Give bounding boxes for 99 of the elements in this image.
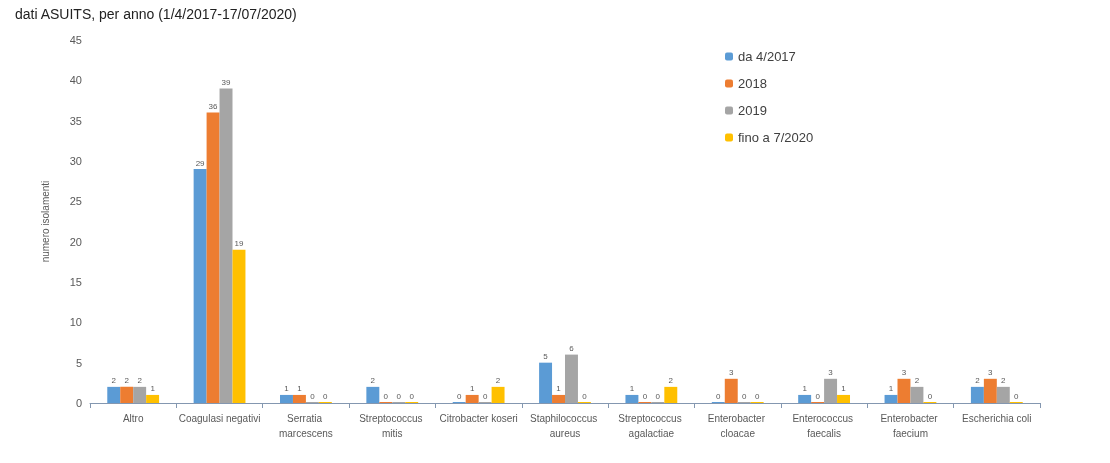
x-tick-label: Citrobacter koseri	[439, 413, 518, 424]
bar	[552, 394, 565, 403]
x-tick-label: Enterococcus faecalis	[792, 413, 856, 439]
x-tick-label: Staphilococcus aureus	[529, 413, 601, 439]
data-label: 2	[370, 376, 376, 386]
y-tick-label: 20	[69, 235, 82, 248]
data-label: 2	[124, 376, 130, 386]
y-tick-label: 0	[75, 397, 82, 409]
data-label: 0	[642, 391, 648, 401]
legend-label: 2018	[738, 76, 767, 91]
bar	[798, 394, 812, 403]
y-tick-label: 5	[75, 356, 82, 369]
y-tick-label: 30	[69, 155, 82, 167]
bar	[232, 249, 246, 403]
bar	[983, 378, 997, 403]
bar	[724, 378, 738, 403]
bar	[292, 394, 306, 403]
data-label: 1	[888, 384, 894, 394]
data-label: 2	[111, 376, 117, 386]
legend-label: fino a 7/2020	[738, 130, 814, 145]
bar	[970, 386, 984, 403]
data-label: 2	[975, 376, 981, 386]
data-label: 1	[297, 384, 303, 394]
data-label: 2	[495, 376, 501, 386]
data-label: 1	[284, 384, 290, 394]
data-label: 2	[668, 376, 674, 386]
data-label: 3	[729, 368, 735, 378]
x-tick-label: Altro	[122, 413, 144, 424]
data-label: 0	[383, 391, 389, 401]
bar	[625, 394, 639, 403]
bar	[824, 378, 838, 403]
bar	[146, 394, 160, 403]
data-label: 1	[556, 384, 562, 394]
bar	[120, 386, 134, 403]
bar	[539, 362, 553, 403]
data-label: 1	[802, 384, 808, 394]
data-label: 19	[234, 239, 244, 249]
bar	[565, 354, 578, 403]
legend-label: 2019	[738, 103, 767, 118]
bar	[107, 386, 121, 403]
bar	[366, 386, 380, 403]
bar	[219, 88, 233, 403]
data-label: 0	[310, 391, 316, 401]
data-label: 0	[741, 391, 747, 401]
legend-label: da 4/2017	[738, 49, 796, 64]
data-label: 0	[456, 391, 462, 401]
data-label: 0	[754, 391, 760, 401]
data-label: 0	[655, 391, 661, 401]
bar	[884, 394, 898, 403]
data-label: 3	[828, 368, 834, 378]
bar	[491, 386, 505, 403]
data-label: 29	[195, 158, 206, 168]
data-label: 3	[901, 368, 907, 378]
bar	[837, 394, 850, 403]
data-label: 1	[150, 384, 156, 394]
x-tick-label: Enterobacter cloacae	[707, 413, 768, 439]
y-tick-label: 35	[69, 114, 82, 127]
y-tick-label: 15	[69, 276, 82, 288]
bar	[897, 378, 911, 403]
data-label: 0	[409, 391, 415, 401]
y-tick-label: 10	[69, 316, 82, 329]
data-label: 6	[569, 344, 575, 354]
bar	[664, 386, 678, 403]
y-tick-label: 40	[69, 74, 82, 87]
x-tick-label: Serratia marcescens	[278, 413, 333, 439]
chart-title: dati ASUITS, per anno (1/4/2017-17/07/2020)	[15, 6, 297, 22]
data-label: 2	[1001, 376, 1007, 386]
data-label: 1	[469, 384, 475, 394]
y-tick-label: 25	[69, 195, 82, 208]
bar	[910, 386, 924, 403]
data-label: 2	[137, 376, 143, 386]
data-label: 0	[716, 391, 722, 401]
data-label: 0	[1014, 391, 1020, 401]
data-label: 36	[208, 102, 219, 112]
data-label: 0	[927, 391, 933, 401]
bar	[996, 386, 1010, 403]
x-tick-label: Streptococcus agalactiae	[618, 413, 685, 439]
data-label: 2	[914, 376, 920, 386]
bar	[206, 112, 220, 403]
bar	[280, 394, 293, 403]
bar	[193, 169, 207, 403]
data-label: 5	[543, 352, 549, 362]
data-label: 39	[221, 77, 232, 87]
bar	[465, 394, 479, 403]
data-label: 1	[629, 384, 635, 394]
y-tick-label: 45	[69, 34, 82, 46]
data-label: 0	[582, 391, 588, 401]
x-tick-label: Streptococcus mitis	[359, 413, 426, 439]
x-tick-label: Enterobacter faecium	[880, 413, 941, 439]
bar	[133, 386, 147, 403]
x-tick-label: Coagulasi negativi	[178, 413, 261, 424]
y-axis-title: numero isolamenti	[39, 180, 51, 263]
data-label: 1	[841, 384, 847, 394]
data-label: 0	[482, 391, 488, 401]
data-label: 0	[396, 391, 402, 401]
data-label: 3	[988, 368, 994, 378]
x-tick-label: Escherichia coli	[962, 413, 1032, 424]
data-label: 0	[323, 391, 329, 401]
data-label: 0	[815, 391, 821, 401]
